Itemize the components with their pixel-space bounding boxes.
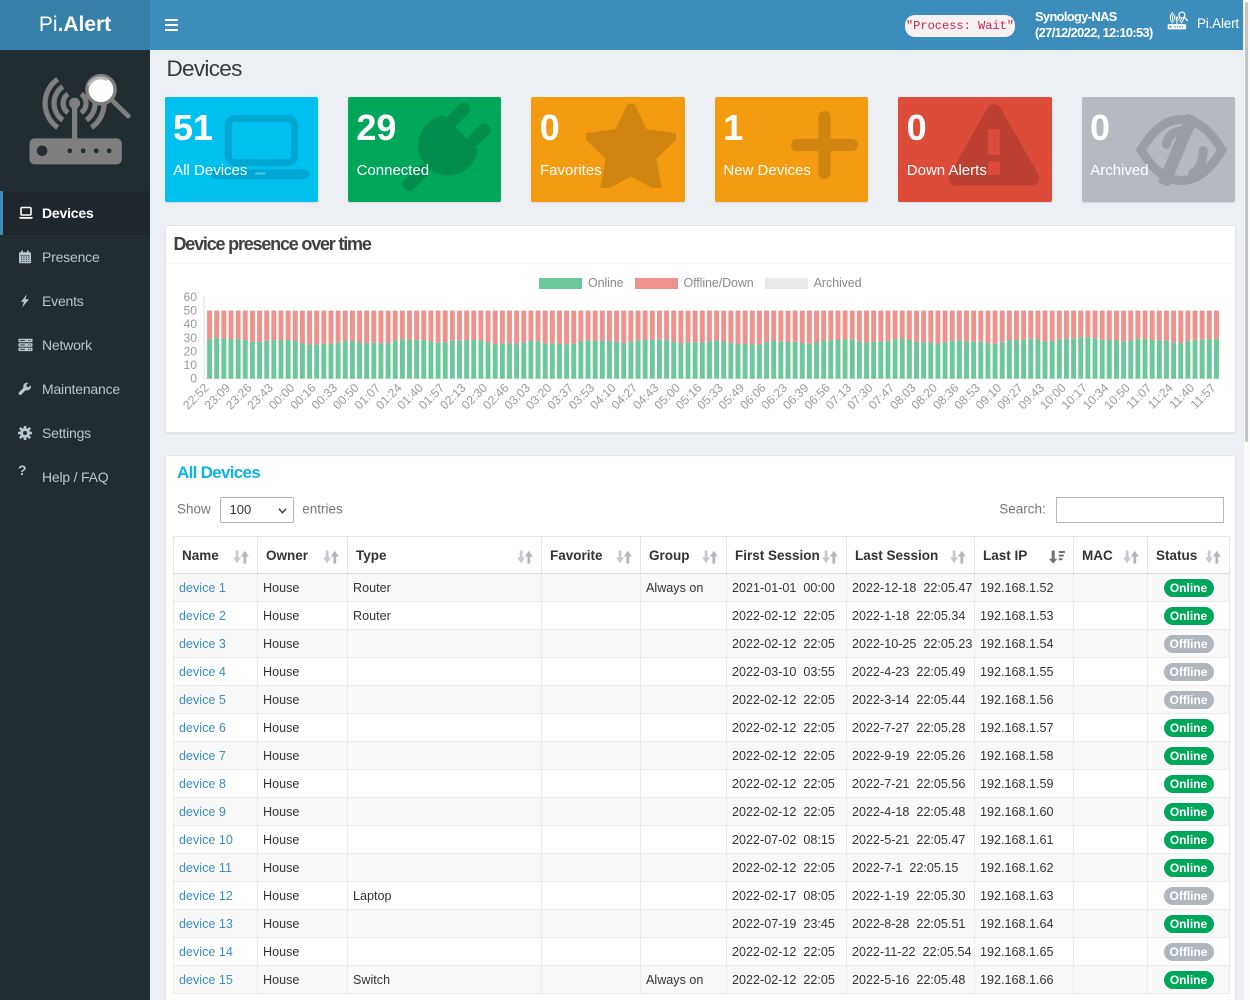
svg-text:20: 20 — [183, 344, 197, 358]
svg-text:11:57: 11:57 — [1188, 381, 1219, 412]
svg-text:10: 10 — [183, 358, 197, 372]
svg-text:50: 50 — [183, 304, 197, 318]
svg-text:40: 40 — [183, 317, 197, 331]
svg-text:30: 30 — [183, 331, 197, 345]
svg-text:60: 60 — [183, 290, 197, 304]
svg-text:0: 0 — [190, 372, 197, 386]
